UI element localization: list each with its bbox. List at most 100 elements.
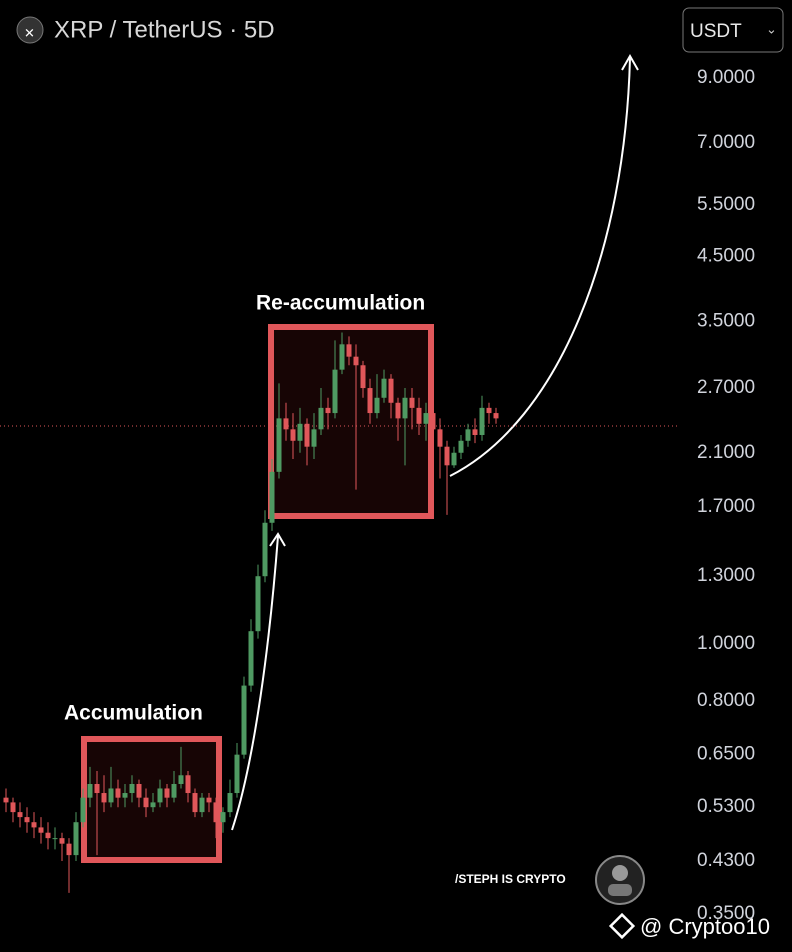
currency-label: USDT xyxy=(690,21,742,42)
candle-body xyxy=(185,775,191,794)
candle-body xyxy=(374,397,380,414)
candle-body xyxy=(59,838,65,844)
candle-body xyxy=(24,817,30,823)
candle-body xyxy=(178,775,184,784)
arrow xyxy=(449,57,631,477)
candle-body xyxy=(157,788,163,803)
y-tick-label: 1.3000 xyxy=(697,565,755,586)
candle-body xyxy=(164,788,170,798)
candle-body xyxy=(3,797,9,803)
candle-body xyxy=(17,812,23,818)
y-tick-label: 0.3500 xyxy=(697,903,755,924)
candle-body xyxy=(73,822,79,856)
candle-body xyxy=(171,783,177,798)
candle-body xyxy=(136,783,142,798)
candle-body xyxy=(304,423,310,447)
candle-body xyxy=(472,429,478,435)
candle-body xyxy=(346,344,352,357)
candle-body xyxy=(353,356,359,366)
avatar-head xyxy=(612,865,628,881)
candle-body xyxy=(248,631,254,686)
credit: @ Cryptoo10 xyxy=(640,914,770,939)
candle-body xyxy=(458,440,464,453)
candle-body xyxy=(227,793,233,813)
arrows xyxy=(231,53,639,831)
arrow-head xyxy=(269,532,286,547)
candle-body xyxy=(486,407,492,414)
candle-body xyxy=(38,827,44,833)
arrow xyxy=(231,535,279,831)
candle-body xyxy=(360,365,366,389)
candle-body xyxy=(94,783,100,794)
candle-body xyxy=(150,802,156,808)
arrow-head xyxy=(621,53,639,71)
candle-body xyxy=(276,418,282,472)
candle-body xyxy=(122,793,128,798)
candle-body xyxy=(143,797,149,808)
y-tick-label: 0.5300 xyxy=(697,796,755,817)
candle-body xyxy=(290,429,296,441)
candle-body xyxy=(318,407,324,430)
candle-body xyxy=(129,783,135,794)
y-tick-label: 0.6500 xyxy=(697,744,755,765)
candle-body xyxy=(311,429,317,447)
annotation: Accumulation xyxy=(64,702,203,725)
y-tick-label: 1.7000 xyxy=(697,496,755,517)
y-tick-label: 0.8000 xyxy=(697,690,755,711)
candle-body xyxy=(283,418,289,430)
y-tick-label: 0.4300 xyxy=(697,850,755,871)
candle-body xyxy=(269,471,275,523)
candle-body xyxy=(220,812,226,823)
candle-body xyxy=(479,407,485,435)
candle-body xyxy=(31,822,37,828)
candle-body xyxy=(115,788,121,798)
candle-body xyxy=(297,423,303,441)
candle-body xyxy=(332,369,338,414)
candle-body xyxy=(80,797,86,823)
candle-body xyxy=(444,446,450,466)
logo-shape xyxy=(608,912,636,940)
watermark: /STEPH IS CRYPTO xyxy=(455,872,566,886)
candle-body xyxy=(192,793,198,813)
y-tick-label: 2.1000 xyxy=(697,442,755,463)
y-tick-label: 5.5000 xyxy=(697,194,755,215)
candle-body xyxy=(101,793,107,803)
symbol-icon xyxy=(16,16,44,44)
candle-body xyxy=(339,344,345,370)
candle-body xyxy=(206,797,212,803)
candle-body xyxy=(234,754,240,794)
candle-body xyxy=(255,576,261,632)
y-tick-label: 4.5000 xyxy=(697,246,755,267)
candle-body xyxy=(52,838,58,840)
y-tick-label: 3.5000 xyxy=(697,310,755,331)
candle-body xyxy=(381,378,387,398)
candle-body xyxy=(402,397,408,419)
candle-body xyxy=(430,413,436,430)
candle-body xyxy=(465,429,471,441)
candle-body xyxy=(395,402,401,419)
candle-body xyxy=(213,802,219,823)
candle-body xyxy=(416,407,422,424)
candle-body xyxy=(87,783,93,798)
avatar-body xyxy=(608,884,632,896)
candle-body xyxy=(423,413,429,424)
y-tick-label: 2.7000 xyxy=(697,377,755,398)
annotation: Re-accumulation xyxy=(256,292,425,315)
candle-body xyxy=(367,388,373,414)
candle-body xyxy=(388,378,394,403)
y-tick-label: 7.0000 xyxy=(697,132,755,153)
candle-body xyxy=(241,685,247,755)
candle-body xyxy=(437,429,443,447)
chart-title: XRP / TetherUS · 5D xyxy=(54,16,275,43)
candle-body xyxy=(451,452,457,466)
dropdown-caret: ⌄ xyxy=(766,21,777,36)
candle-body xyxy=(493,413,499,419)
candle-body xyxy=(325,407,331,414)
candle-body xyxy=(45,832,51,839)
currency-selector[interactable] xyxy=(682,7,784,53)
binance-logo xyxy=(608,912,636,940)
candle-body xyxy=(199,797,205,813)
candle-body xyxy=(66,843,72,856)
y-tick-label: 1.0000 xyxy=(697,633,755,654)
